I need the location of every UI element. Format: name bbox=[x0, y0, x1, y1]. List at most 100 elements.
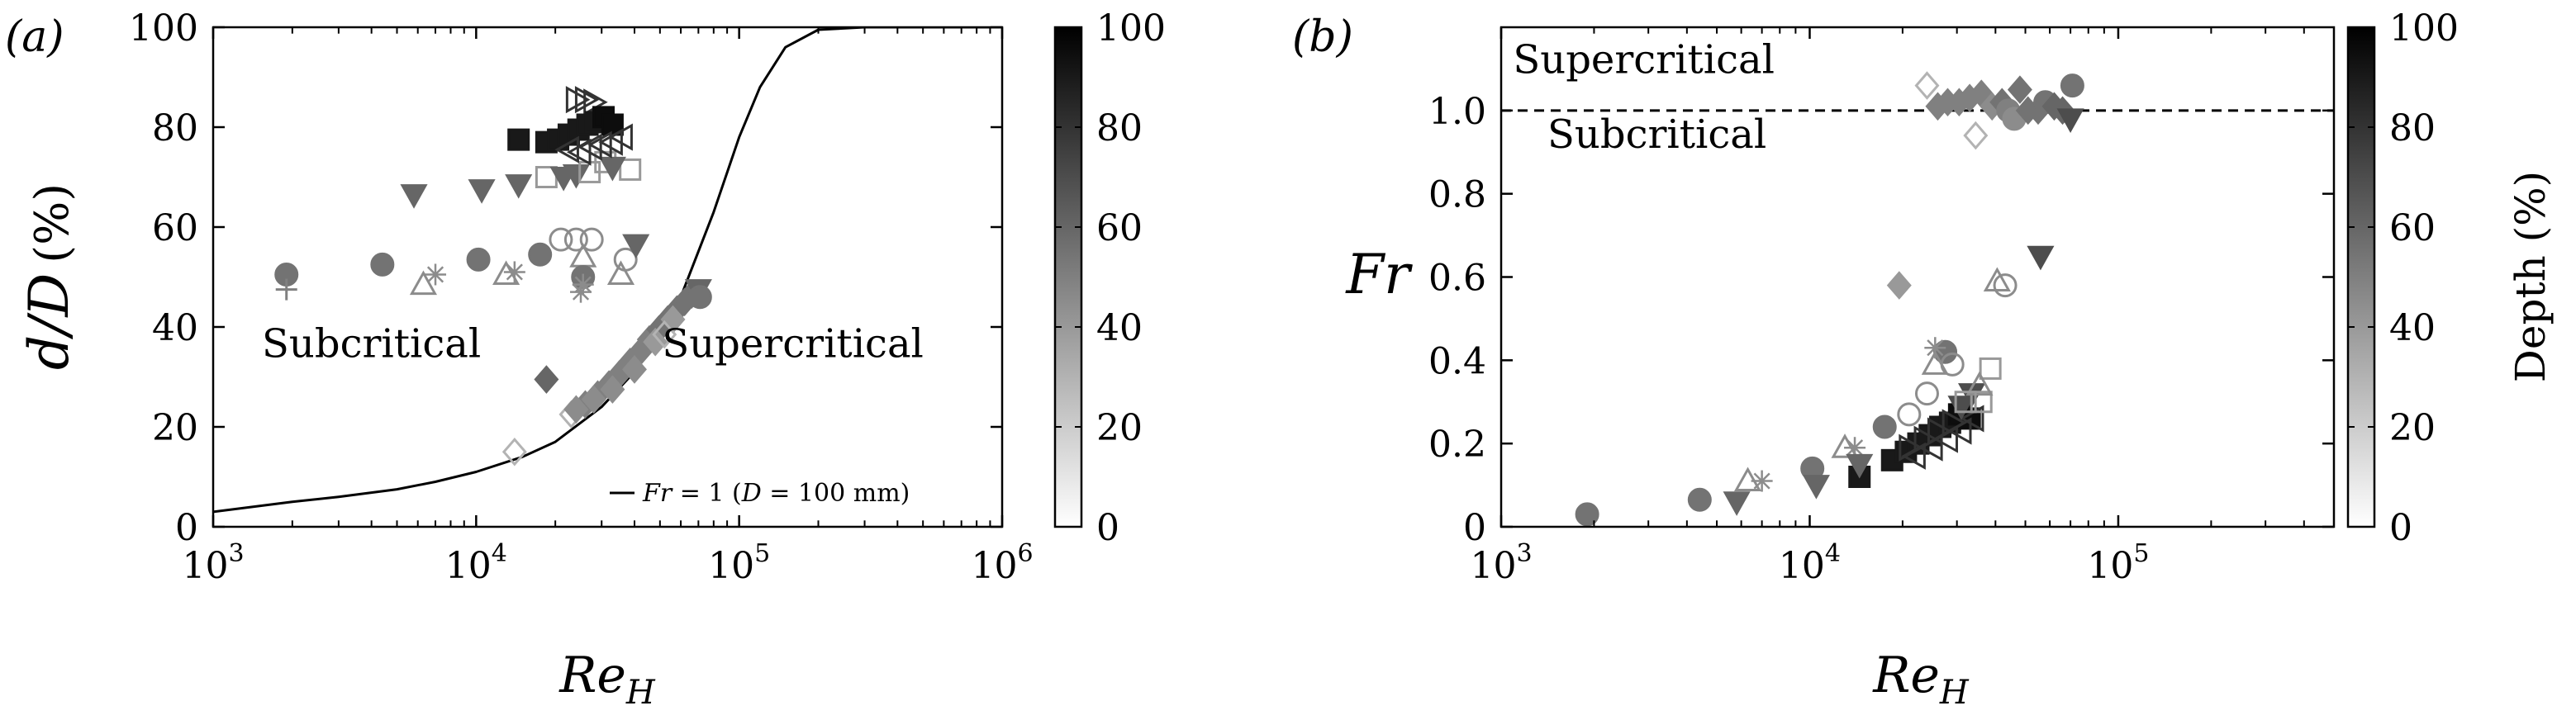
fr1-curve bbox=[213, 27, 1002, 514]
data-point-46 bbox=[1914, 71, 1940, 100]
a-x-tick-label-2: 105 bbox=[708, 539, 770, 587]
data-point-7 bbox=[1831, 433, 1859, 458]
data-point-46 bbox=[608, 123, 633, 151]
a-x-tick-label-1: 104 bbox=[445, 539, 507, 587]
data-point-17 bbox=[1940, 352, 1965, 377]
b-y-tick-label-5: 1.0 bbox=[1428, 91, 1486, 133]
data-point-10 bbox=[505, 174, 533, 199]
colorbar-a: 0 20 40 60 80 100 bbox=[1053, 7, 1166, 549]
annotation-supercritical: Supercritical bbox=[662, 320, 924, 367]
colorbar-a-gradient bbox=[1053, 26, 1083, 528]
data-point-13 bbox=[1914, 381, 1939, 406]
data-point-4 bbox=[425, 263, 447, 286]
colorbar-tick-label-2: 40 bbox=[2389, 307, 2436, 349]
data-point-31 bbox=[574, 86, 600, 114]
data-point-66 bbox=[600, 375, 625, 404]
data-point-22 bbox=[562, 163, 590, 189]
colorbar-tick-label-3: 60 bbox=[1096, 207, 1143, 249]
x-axis-label-a: ReH bbox=[558, 647, 656, 712]
data-point-7 bbox=[466, 247, 491, 272]
data-point-43 bbox=[577, 133, 602, 161]
data-point-15 bbox=[579, 227, 604, 252]
colorbar-b-label: Depth (%) bbox=[2507, 171, 2555, 382]
data-point-1 bbox=[275, 278, 297, 301]
panel-b: (b) 103 104 105 0 0.2 0.4 0.6 0.8 1.0 Supercriti… bbox=[1292, 12, 2336, 712]
colorbar-tick-label-1: 20 bbox=[1096, 407, 1143, 449]
a-y-tick-label-1: 20 bbox=[152, 407, 198, 449]
data-point-48 bbox=[534, 365, 559, 394]
y-axis-label-b: Fr bbox=[1345, 243, 1413, 306]
b-y-tick-label-0: 0 bbox=[1463, 507, 1486, 549]
a-y-tick-label-0: 0 bbox=[175, 507, 198, 549]
data-point-31 bbox=[1918, 433, 1943, 462]
data-point-62 bbox=[2056, 108, 2084, 133]
data-point-37 bbox=[1970, 391, 1993, 414]
data-point-11 bbox=[1872, 414, 1897, 439]
data-point-1 bbox=[1687, 487, 1712, 512]
data-point-11 bbox=[528, 242, 553, 267]
a-x-tick-label-3: 106 bbox=[971, 539, 1033, 587]
colorbar-tick-label-4: 80 bbox=[2389, 107, 2436, 149]
b-y-tick-label-3: 0.6 bbox=[1428, 258, 1486, 300]
legend: Fr = 1 (D = 100 mm) bbox=[610, 479, 910, 508]
panel-a: (a) 103 104 105 106 0 20 40 60 80 100 Subcritical… bbox=[5, 7, 1034, 712]
data-point-43 bbox=[1993, 273, 2018, 298]
data-point-30 bbox=[1901, 442, 1926, 470]
colorbar-tick-label-1: 20 bbox=[2389, 407, 2436, 449]
data-point-9 bbox=[503, 261, 525, 283]
data-point-14 bbox=[563, 227, 588, 252]
data-point-39 bbox=[1965, 371, 1994, 396]
colorbar-tick-label-0: 0 bbox=[2389, 507, 2412, 549]
b-y-tick-label-4: 0.8 bbox=[1428, 174, 1486, 216]
panel-a-label: (a) bbox=[5, 12, 64, 62]
data-point-6 bbox=[468, 179, 496, 204]
data-point-65 bbox=[581, 385, 606, 414]
colorbar-tick-label-5: 100 bbox=[2389, 7, 2459, 50]
data-point-63 bbox=[2060, 73, 2084, 98]
data-point-25 bbox=[619, 158, 642, 181]
data-point-12 bbox=[1897, 402, 1922, 427]
data-point-45 bbox=[1963, 121, 1989, 150]
data-point-64 bbox=[563, 395, 589, 424]
data-point-41 bbox=[554, 135, 579, 163]
a-y-tick-label-5: 100 bbox=[129, 7, 198, 50]
colorbar-tick-label-0: 0 bbox=[1096, 507, 1119, 549]
data-point-44 bbox=[2027, 245, 2055, 271]
colorbar-tick-label-2: 40 bbox=[1096, 307, 1143, 349]
data-point-28 bbox=[622, 234, 650, 259]
data-point-69 bbox=[643, 327, 668, 357]
data-point-2 bbox=[1723, 491, 1751, 516]
data-point-6 bbox=[1802, 475, 1830, 500]
y-axis-label-a: d/D(%) bbox=[17, 183, 81, 370]
colorbar-tick-label-3: 60 bbox=[2389, 207, 2436, 249]
legend-label: Fr = 1 (D = 100 mm) bbox=[642, 479, 910, 508]
data-point-32 bbox=[1933, 425, 1958, 453]
data-point-63 bbox=[687, 285, 712, 310]
colorbar-tick-label-5: 100 bbox=[1096, 7, 1166, 50]
data-point-40 bbox=[1954, 391, 1977, 414]
b-y-tick-label-1: 0.2 bbox=[1428, 424, 1486, 466]
data-point-12 bbox=[507, 128, 530, 151]
data-point-10 bbox=[1846, 453, 1874, 479]
data-point-47 bbox=[501, 437, 527, 467]
a-x-tick-label-0: 103 bbox=[182, 539, 244, 587]
data-point-56 bbox=[2007, 75, 2032, 104]
data-point-3 bbox=[1733, 467, 1762, 492]
a-y-tick-label-2: 40 bbox=[152, 307, 198, 349]
data-point-19 bbox=[570, 281, 592, 303]
annotation-supercritical: Supercritical bbox=[1513, 36, 1775, 83]
b-x-tick-label-1: 104 bbox=[1779, 539, 1841, 587]
a-y-tick-label-4: 80 bbox=[152, 107, 198, 149]
b-y-tick-label-2: 0.4 bbox=[1428, 340, 1486, 382]
annotation-subcritical: Subcritical bbox=[262, 320, 481, 367]
colorbar-tick-label-4: 80 bbox=[1096, 107, 1143, 149]
b-x-tick-label-2: 105 bbox=[2087, 539, 2149, 587]
colorbar-b: 0 20 40 60 80 100 Depth (%) bbox=[2346, 7, 2555, 549]
panel-b-label: (b) bbox=[1292, 12, 1353, 62]
a-y-tick-label-3: 60 bbox=[152, 207, 198, 249]
data-point-44 bbox=[587, 130, 612, 159]
data-point-13 bbox=[549, 227, 573, 252]
data-point-5 bbox=[400, 184, 428, 209]
data-point-26 bbox=[598, 156, 626, 182]
